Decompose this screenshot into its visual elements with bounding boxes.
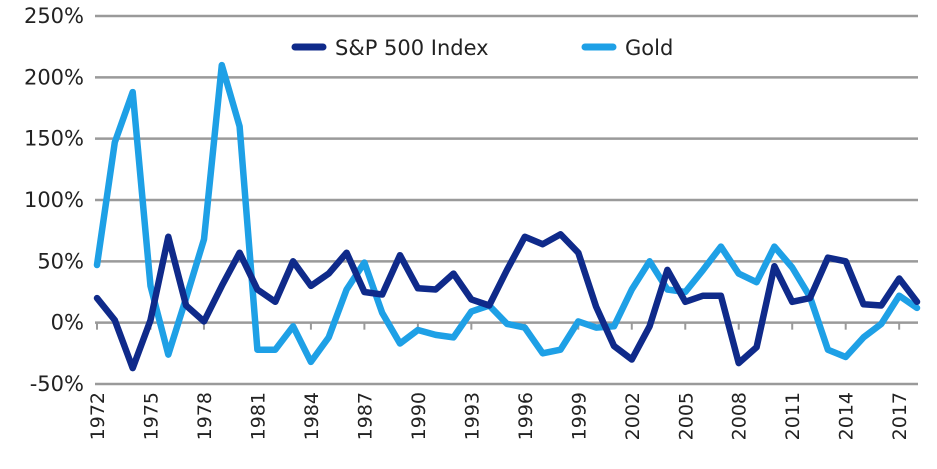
series-line-sp500 — [93, 231, 921, 372]
legend-label-gold: Gold — [625, 36, 673, 60]
x-tick-label: 1996 — [515, 392, 537, 440]
y-tick-label: 150% — [24, 127, 84, 151]
y-tick-label: 100% — [24, 188, 84, 212]
y-tick-label: 250% — [24, 4, 84, 28]
series-line-gold — [93, 61, 921, 366]
y-axis-tick-labels: 250% 200% 150% 100% 50% 0% -50% — [24, 4, 84, 396]
legend: S&P 500 Index Gold — [291, 36, 673, 60]
x-tick-label: 1981 — [247, 392, 269, 440]
x-tick-label: 1999 — [568, 392, 590, 440]
x-tick-label: 2017 — [889, 392, 911, 440]
x-tick-label: 1984 — [301, 392, 323, 440]
x-axis-tick-labels: 1972 1975 1978 1981 1984 1987 1990 1993 1996 1999… — [87, 392, 911, 440]
x-tick-label: 2005 — [675, 392, 697, 440]
legend-label-sp500: S&P 500 Index — [335, 36, 489, 60]
x-tick-label: 2008 — [729, 392, 751, 440]
x-tick-label: 1972 — [87, 392, 109, 440]
x-tick-label: 2011 — [782, 392, 804, 440]
x-tick-label: 1978 — [194, 392, 216, 440]
y-tick-label: 50% — [37, 249, 84, 273]
x-tick-label: 1975 — [140, 392, 162, 440]
x-tick-label: 1987 — [354, 392, 376, 440]
y-tick-label: -50% — [30, 372, 84, 396]
y-tick-label: 200% — [24, 65, 84, 89]
series-lines — [93, 61, 921, 372]
legend-item-sp500: S&P 500 Index — [291, 36, 489, 60]
legend-item-gold: Gold — [581, 36, 673, 60]
x-tick-label: 1990 — [408, 392, 430, 440]
x-tick-label: 1993 — [461, 392, 483, 440]
x-tick-label: 2002 — [622, 392, 644, 440]
x-tick-label: 2014 — [836, 392, 858, 440]
y-tick-label: 0% — [51, 311, 84, 335]
